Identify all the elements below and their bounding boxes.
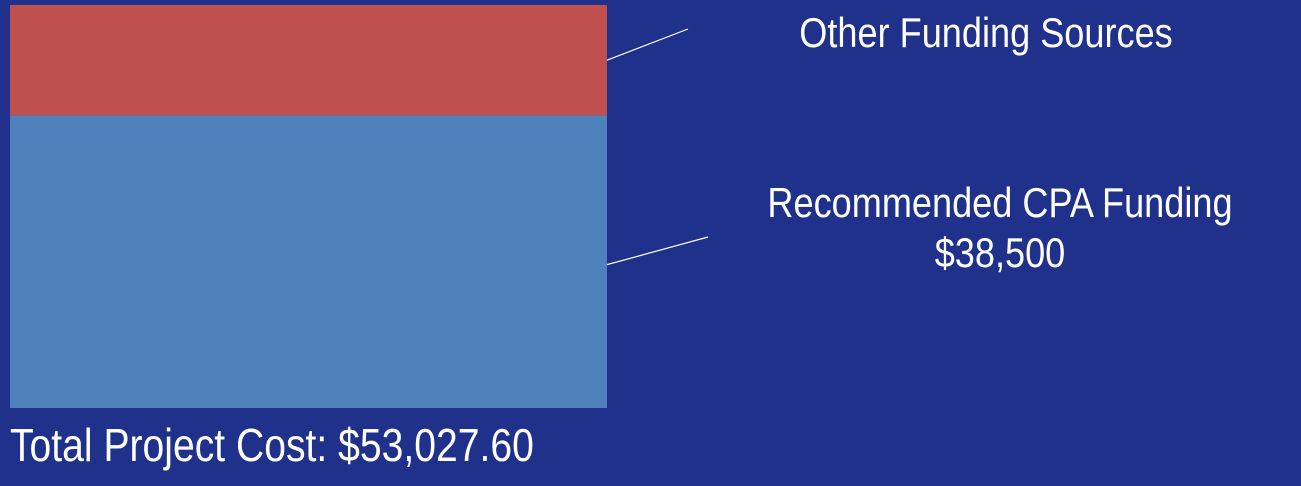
callout-line-cpa-funding	[606, 236, 709, 266]
other-funding-label: Other Funding Sources	[799, 9, 1173, 56]
cpa-funding-label: Recommended CPA Funding	[767, 179, 1233, 226]
callout-line-other-funding	[606, 28, 689, 61]
bar-segment-cpa-funding	[10, 115, 607, 408]
cpa-funding-value: $38,500	[934, 229, 1066, 276]
total-project-cost: Total Project Cost: $53,027.60	[10, 419, 534, 471]
bar-segment-other-funding	[10, 5, 607, 116]
